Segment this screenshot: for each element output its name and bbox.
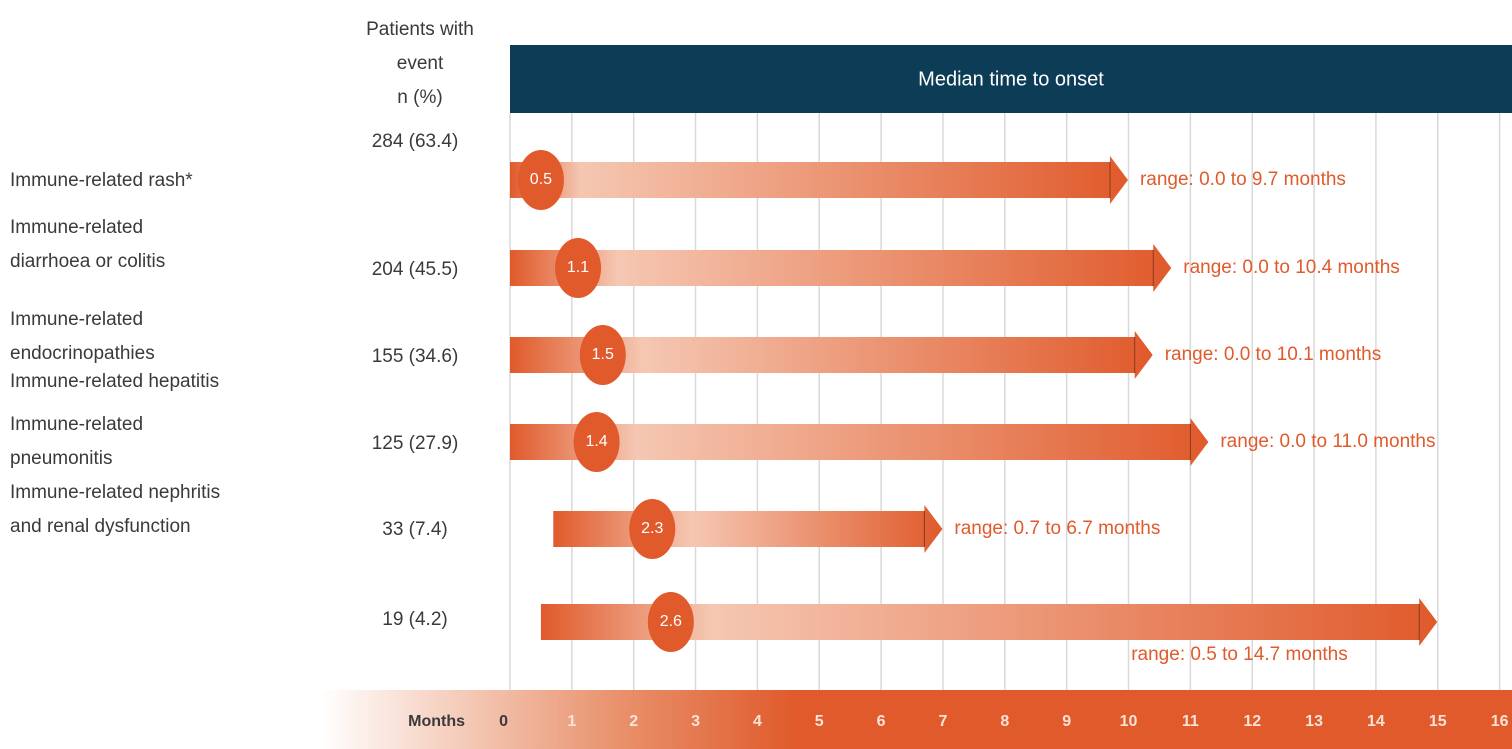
category-label: Immune-related (10, 414, 143, 435)
median-marker (647, 592, 694, 652)
range-label: range: 0.0 to 10.1 months (1165, 344, 1382, 365)
x-tick-label: 14 (1367, 713, 1385, 730)
x-tick-label: 10 (1120, 713, 1138, 730)
header-band (510, 45, 1512, 113)
n-label: 284 (63.4) (372, 131, 459, 152)
column-header: Patients with (366, 19, 474, 40)
x-tick-label: 1 (567, 713, 576, 730)
n-label: 155 (34.6) (372, 346, 459, 367)
category-label: diarrhoea or colitis (10, 251, 165, 272)
x-tick-label: 13 (1305, 713, 1323, 730)
x-tick-label: 7 (939, 713, 948, 730)
x-tick-label: 5 (815, 713, 824, 730)
x-tick-label: 6 (877, 713, 886, 730)
range-arrow (553, 505, 943, 553)
median-label: 1.5 (592, 346, 614, 363)
n-label: 125 (27.9) (372, 433, 459, 454)
category-label: Immune-related nephritis (10, 482, 220, 503)
median-label: 1.1 (567, 259, 589, 276)
median-marker (579, 325, 626, 385)
range-label: range: 0.7 to 6.7 months (954, 518, 1160, 539)
x-axis-label: Months (408, 713, 465, 730)
n-label: 204 (45.5) (372, 259, 459, 280)
median-label: 2.6 (660, 613, 682, 630)
x-tick-label: 11 (1182, 713, 1199, 730)
x-tick-label: 15 (1429, 713, 1447, 730)
category-label: Immune-related rash* (10, 170, 193, 191)
x-tick-label: 12 (1243, 713, 1261, 730)
median-marker (555, 238, 602, 298)
x-tick-label: 0 (499, 713, 508, 730)
category-label: endocrinopathies (10, 343, 155, 364)
range-label: range: 0.0 to 10.4 months (1183, 257, 1400, 278)
range-arrow (540, 598, 1438, 646)
range-arrow (510, 156, 1128, 204)
median-label: 0.5 (530, 171, 552, 188)
median-label: 2.3 (641, 520, 663, 537)
range-label: range: 0.5 to 14.7 months (1131, 644, 1348, 665)
median-label: 1.4 (585, 433, 607, 450)
category-label: and renal dysfunction (10, 516, 191, 537)
range-arrow (510, 418, 1209, 466)
column-header: event (397, 53, 444, 74)
range-label: range: 0.0 to 9.7 months (1140, 169, 1346, 190)
median-marker (629, 499, 676, 559)
x-tick-label: 9 (1062, 713, 1071, 730)
n-label: 19 (4.2) (382, 609, 447, 630)
axis-band (320, 690, 1512, 749)
x-tick-label: 2 (629, 713, 638, 730)
range-label: range: 0.0 to 11.0 months (1220, 431, 1435, 452)
x-tick-label: 3 (691, 713, 700, 730)
x-tick-label: 4 (753, 713, 762, 730)
median-marker (517, 150, 564, 210)
x-tick-label: 16 (1491, 713, 1509, 730)
category-label: Immune-related (10, 309, 143, 330)
median-marker (573, 412, 620, 472)
category-label: Immune-related hepatitis (10, 371, 219, 392)
range-arrow (510, 244, 1172, 292)
n-label: 33 (7.4) (382, 519, 447, 540)
category-label: pneumonitis (10, 448, 112, 469)
chart-title: Median time to onset (918, 68, 1104, 90)
column-header: n (%) (397, 87, 442, 108)
range-arrow (510, 331, 1153, 379)
x-tick-label: 8 (1000, 713, 1009, 730)
category-label: Immune-related (10, 217, 143, 238)
